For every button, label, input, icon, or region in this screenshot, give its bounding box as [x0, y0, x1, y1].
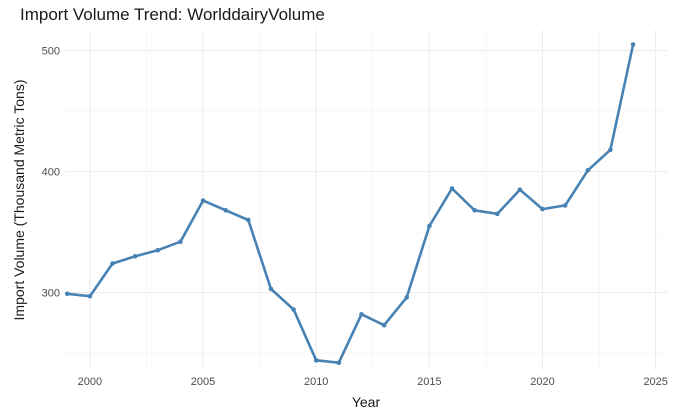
- data-point: [381, 322, 387, 328]
- data-point: [178, 239, 183, 245]
- y-tick-label: 400: [42, 167, 60, 179]
- data-point: [517, 187, 523, 193]
- series-line: [66, 43, 635, 365]
- x-tick-label: 2000: [78, 376, 102, 388]
- tick-labels: 2000 2005 2010 2015 2020 2025 300 400 500: [42, 46, 668, 388]
- data-point: [200, 198, 206, 203]
- grid-minor: [65, 30, 667, 370]
- data-point: [313, 358, 319, 363]
- data-point: [427, 223, 432, 229]
- data-point: [291, 307, 296, 312]
- grid-major: [65, 30, 667, 370]
- data-point: [472, 207, 477, 213]
- data-point: [64, 291, 70, 297]
- data-point: [246, 217, 251, 223]
- x-tick-label: 2010: [304, 376, 328, 388]
- x-tick-label: 2005: [191, 376, 215, 388]
- x-tick-label: 2020: [530, 376, 554, 388]
- series: [64, 42, 636, 366]
- y-axis-title: Import Volume (Thousand Metric Tons): [11, 80, 27, 321]
- data-point: [336, 360, 342, 366]
- data-point: [155, 247, 161, 253]
- x-tick-label: 2015: [417, 376, 441, 388]
- data-point: [562, 203, 568, 208]
- data-point: [268, 286, 274, 292]
- data-point: [449, 186, 455, 191]
- data-point: [494, 211, 500, 217]
- y-tick-label: 300: [42, 288, 60, 300]
- data-point: [630, 42, 636, 47]
- data-point: [110, 261, 115, 266]
- data-point: [359, 312, 364, 317]
- data-point: [585, 168, 591, 173]
- data-point: [223, 207, 228, 213]
- data-point: [608, 147, 613, 153]
- y-tick-label: 500: [42, 46, 60, 58]
- x-tick-label: 2025: [643, 376, 667, 388]
- x-axis-title: Year: [352, 394, 381, 410]
- chart-title: Import Volume Trend: WorlddairyVolume: [20, 5, 325, 24]
- data-point: [132, 253, 138, 259]
- data-point: [404, 295, 410, 300]
- data-point: [87, 293, 93, 299]
- data-point: [540, 206, 545, 212]
